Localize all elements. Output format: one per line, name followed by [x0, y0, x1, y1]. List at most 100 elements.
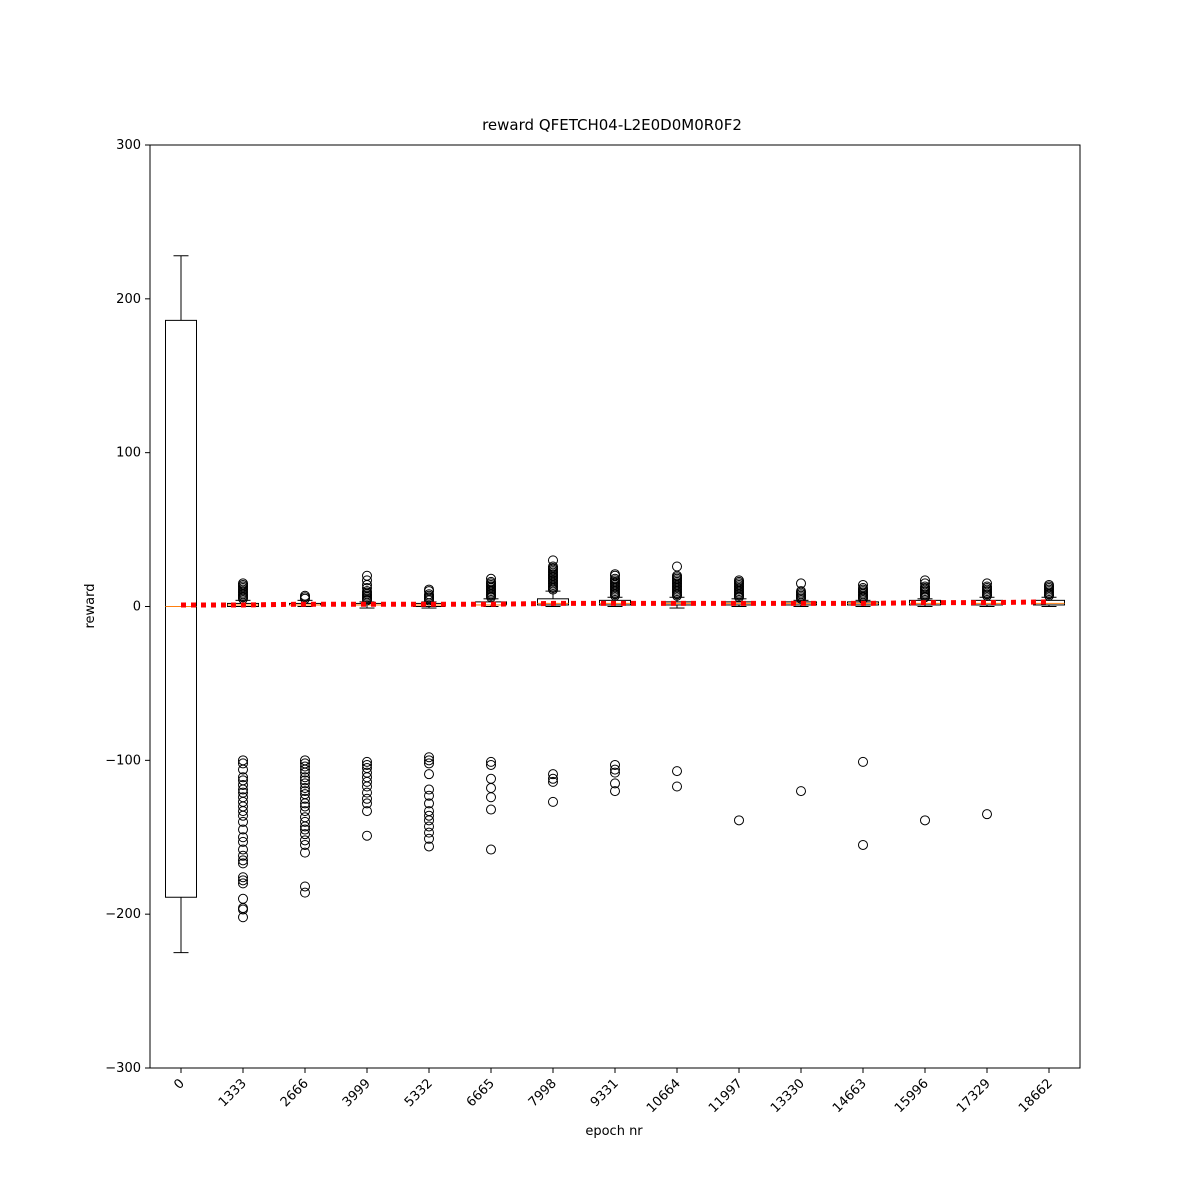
flier — [300, 767, 310, 778]
flier — [238, 784, 248, 795]
flier — [796, 786, 806, 797]
flier — [362, 570, 372, 581]
flier — [610, 786, 620, 797]
flier — [734, 575, 744, 586]
x-tick-label: 17329 — [954, 1076, 994, 1116]
flier — [424, 790, 434, 801]
flier — [300, 887, 310, 898]
box — [971, 599, 1003, 606]
y-tick-label: 0 — [133, 600, 141, 615]
flier — [300, 798, 310, 809]
flier — [238, 850, 248, 861]
flier — [300, 839, 310, 850]
flier — [424, 821, 434, 832]
flier — [300, 835, 310, 846]
flier — [300, 772, 310, 783]
flier — [300, 786, 310, 797]
x-tick-label: 11997 — [706, 1076, 746, 1116]
flier — [238, 810, 248, 821]
x-tick-label: 6665 — [464, 1076, 498, 1110]
flier — [796, 586, 806, 597]
flier — [238, 758, 248, 769]
flier — [362, 759, 372, 770]
flier — [300, 590, 310, 601]
flier — [1044, 579, 1054, 590]
flier — [300, 783, 310, 794]
flier — [300, 824, 310, 835]
flier — [424, 755, 434, 766]
flier — [610, 573, 620, 584]
flier — [982, 578, 992, 589]
flier — [424, 769, 434, 780]
flier — [920, 575, 930, 586]
flier — [486, 804, 496, 815]
flier — [362, 776, 372, 787]
flier — [610, 569, 620, 580]
flier — [424, 841, 434, 852]
flier — [300, 847, 310, 858]
x-axis-label: epoch nr — [585, 1124, 643, 1139]
flier — [238, 912, 248, 923]
box — [165, 319, 197, 898]
flier — [238, 875, 248, 886]
y-tick-label: 100 — [116, 446, 141, 461]
flier — [300, 761, 310, 772]
flier — [238, 578, 248, 589]
flier — [362, 781, 372, 792]
flier — [238, 836, 248, 847]
flier — [238, 878, 248, 889]
y-tick-label: −300 — [105, 1061, 141, 1076]
flier — [238, 872, 248, 883]
flier — [362, 830, 372, 841]
x-tick-label: 10664 — [644, 1076, 684, 1116]
flier — [548, 773, 558, 784]
flier — [672, 561, 682, 572]
flier — [858, 583, 868, 594]
flier — [858, 579, 868, 590]
flier — [920, 815, 930, 826]
flier — [362, 583, 372, 594]
chart-title: reward QFETCH04-L2E0D0M0R0F2 — [482, 116, 742, 134]
flier — [548, 561, 558, 572]
flier — [362, 756, 372, 767]
flier — [362, 586, 372, 597]
flier — [362, 806, 372, 817]
flier — [300, 775, 310, 786]
x-tick-label: 14663 — [830, 1076, 870, 1116]
plot-frame — [149, 144, 1081, 1069]
flier — [238, 858, 248, 869]
x-tick-label: 7998 — [526, 1076, 560, 1110]
flier — [486, 576, 496, 587]
x-tick-label: 9331 — [588, 1076, 622, 1110]
x-tick-label: 18662 — [1016, 1076, 1056, 1116]
flier — [486, 756, 496, 767]
flier — [548, 796, 558, 807]
flier — [238, 904, 248, 915]
flier — [424, 815, 434, 826]
x-tick-label: 3999 — [340, 1076, 374, 1110]
flier — [424, 833, 434, 844]
flier — [424, 752, 434, 763]
flier — [486, 759, 496, 770]
flier — [424, 784, 434, 795]
flier — [486, 844, 496, 855]
flier — [548, 555, 558, 566]
x-tick-label: 2666 — [278, 1076, 312, 1110]
flier — [982, 581, 992, 592]
flier — [238, 772, 248, 783]
flier — [300, 764, 310, 775]
flier — [920, 581, 930, 592]
flier — [548, 776, 558, 787]
flier — [920, 578, 930, 589]
y-axis-label: reward — [83, 583, 98, 628]
trend-line — [181, 599, 1050, 608]
x-tick-label: 15996 — [892, 1076, 932, 1116]
flier — [362, 793, 372, 804]
flier — [796, 578, 806, 589]
y-tick-label: −200 — [105, 907, 141, 922]
flier — [300, 829, 310, 840]
y-tick-label: 300 — [116, 138, 141, 153]
flier — [424, 758, 434, 769]
flier — [610, 759, 620, 770]
